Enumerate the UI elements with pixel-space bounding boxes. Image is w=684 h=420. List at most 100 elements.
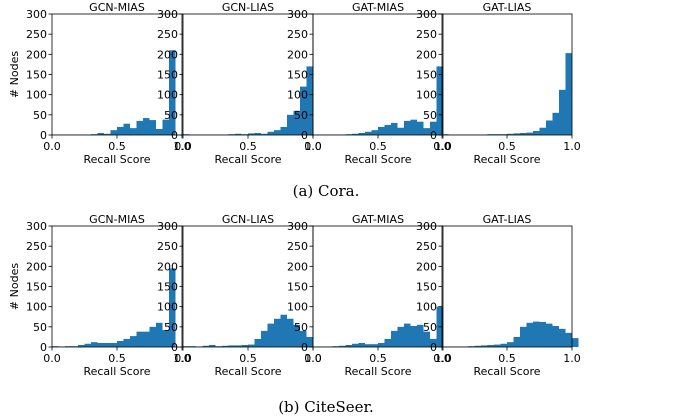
chart-4-gat-lias-bar <box>507 133 514 135</box>
chart-2-gcn-lias-bar <box>241 134 248 135</box>
chart-4-ytick-label: 150 <box>416 69 437 82</box>
chart-1-xtick-label: 0.5 <box>108 140 126 153</box>
chart-8-gat-lias-bar <box>520 326 527 347</box>
caption-citeseer: (b) CiteSeer. <box>278 398 374 416</box>
chart-8-gat-lias-bar <box>572 338 579 347</box>
chart-8-gat-lias-bar <box>474 345 481 347</box>
chart-2-gcn-lias-bar <box>274 130 281 135</box>
chart-2-gcn-lias-bar <box>183 134 190 135</box>
chart-4-gat-lias-bar <box>442 134 449 135</box>
chart-2-title: GCN-LIAS <box>222 1 274 14</box>
chart-8-gat-lias-bar <box>533 321 540 347</box>
chart-6-xtick-label: 0.0 <box>174 352 192 365</box>
chart-1-ytick-label: 250 <box>26 28 47 41</box>
chart-2-gcn-lias-bar <box>248 133 255 135</box>
chart-8-ytick-label: 100 <box>416 301 437 314</box>
chart-4-gat-lias-bar <box>487 134 494 135</box>
chart-2-ytick-label: 200 <box>157 48 178 61</box>
chart-2-ytick-label: 300 <box>157 8 178 21</box>
chart-4-xtick-label: 0.5 <box>498 140 516 153</box>
chart-6-gcn-lias-bar <box>215 346 222 347</box>
chart-4-gat-lias-bar <box>565 53 572 136</box>
chart-8-gat-lias-bar <box>513 336 520 347</box>
chart-4-gat-lias-bar <box>500 134 507 135</box>
chart-1-gcn-mias-bar <box>136 120 143 135</box>
chart-1-title: GCN-MIAS <box>89 1 145 14</box>
chart-6-gcn-lias-bar <box>280 314 287 347</box>
chart-6-xtick-label: 1.0 <box>304 352 322 365</box>
chart-1-gcn-mias-bar <box>104 133 111 135</box>
chart-6-gcn-lias-bar <box>254 338 261 347</box>
chart-7-title: GAT-MIAS <box>352 213 404 226</box>
chart-6-gcn-lias-bar <box>241 344 248 347</box>
chart-4-gat-lias-bar <box>526 132 533 135</box>
chart-6-gcn-lias-bar <box>248 344 255 347</box>
chart-8-gat-lias-bar <box>526 322 533 347</box>
chart-7-gat-mias-bar <box>345 344 352 347</box>
chart-2-xlabel: Recall Score <box>214 153 281 166</box>
chart-7-gat-mias-bar <box>358 342 365 347</box>
chart-6-gcn-lias-bar <box>183 346 190 347</box>
chart-8-gat-lias-bar <box>481 345 488 347</box>
chart-4-ytick-label: 250 <box>416 28 437 41</box>
chart-4-gat-lias-bar <box>539 127 546 135</box>
chart-3-ytick-label: 0 <box>301 129 308 142</box>
chart-6-ytick-label: 50 <box>164 321 178 334</box>
chart-7-ytick-label: 200 <box>287 260 308 273</box>
chart-8-gat-lias-bar <box>494 344 501 347</box>
chart-8-ytick-label: 300 <box>416 220 437 233</box>
chart-3-gat-mias-bar <box>417 121 424 135</box>
chart-6-ytick-label: 200 <box>157 260 178 273</box>
chart-8-ytick-label: 0 <box>430 341 437 354</box>
chart-7-xlabel: Recall Score <box>344 365 411 378</box>
chart-4-xtick-label: 1.0 <box>563 140 581 153</box>
chart-6-ytick-label: 0 <box>171 341 178 354</box>
chart-3-gat-mias-bar <box>384 124 391 135</box>
chart-2-xtick-label: 0.0 <box>174 140 192 153</box>
chart-2-ytick-label: 150 <box>157 69 178 82</box>
chart-2-gcn-lias-bar <box>228 134 235 135</box>
chart-1-xtick-label: 0.0 <box>43 140 61 153</box>
chart-5-ytick-label: 0 <box>40 341 47 354</box>
chart-6-gcn-lias-bar <box>306 336 313 347</box>
chart-4-gat-lias-bar <box>546 120 553 135</box>
chart-3-ytick-label: 200 <box>287 48 308 61</box>
chart-7-ytick-label: 250 <box>287 240 308 253</box>
chart-7-ytick-label: 100 <box>287 301 308 314</box>
chart-3-gat-mias-bar <box>358 132 365 135</box>
chart-5-gcn-mias-bar <box>169 268 176 347</box>
chart-8-ytick-label: 50 <box>423 321 437 334</box>
chart-8-ytick-label: 200 <box>416 260 437 273</box>
chart-6-ytick-label: 300 <box>157 220 178 233</box>
chart-4-gat-lias-bar <box>533 130 540 135</box>
chart-6-gcn-lias-bar <box>274 318 281 347</box>
chart-2-ytick-label: 100 <box>157 89 178 102</box>
chart-3-gat-mias-bar <box>352 133 359 135</box>
chart-8-gat-lias-bar <box>487 344 494 347</box>
chart-5-xtick-label: 0.5 <box>108 352 126 365</box>
chart-5-xtick-label: 1.0 <box>173 352 191 365</box>
chart-1-xtick-label: 1.0 <box>173 140 191 153</box>
chart-5-gcn-mias-bar <box>97 342 104 347</box>
chart-6-xlabel: Recall Score <box>214 365 281 378</box>
chart-1-ylabel: # Nodes <box>8 51 21 98</box>
chart-5-ytick-label: 150 <box>26 281 47 294</box>
chart-6-title: GCN-LIAS <box>222 213 274 226</box>
chart-6-xtick-label: 0.5 <box>239 352 257 365</box>
chart-5-gcn-mias-bar <box>52 346 59 347</box>
chart-3-gat-mias-bar <box>378 126 385 135</box>
chart-4-ytick-label: 100 <box>416 89 437 102</box>
chart-2-ytick-label: 250 <box>157 28 178 41</box>
chart-5-gcn-mias-bar <box>65 346 72 347</box>
chart-8-gat-lias-bar <box>468 346 475 347</box>
chart-3-gat-mias-bar <box>371 130 378 135</box>
chart-3-gat-mias-bar <box>345 134 352 135</box>
chart-5-gcn-mias-bar <box>136 331 143 347</box>
chart-3-gat-mias-bar <box>410 119 417 135</box>
chart-8-xtick-label: 0.5 <box>498 352 516 365</box>
chart-8-xtick-label: 0.0 <box>433 352 451 365</box>
chart-5-gcn-mias-bar <box>143 331 150 347</box>
chart-5-gcn-mias-bar <box>130 336 137 347</box>
chart-4-ytick-label: 0 <box>430 129 437 142</box>
